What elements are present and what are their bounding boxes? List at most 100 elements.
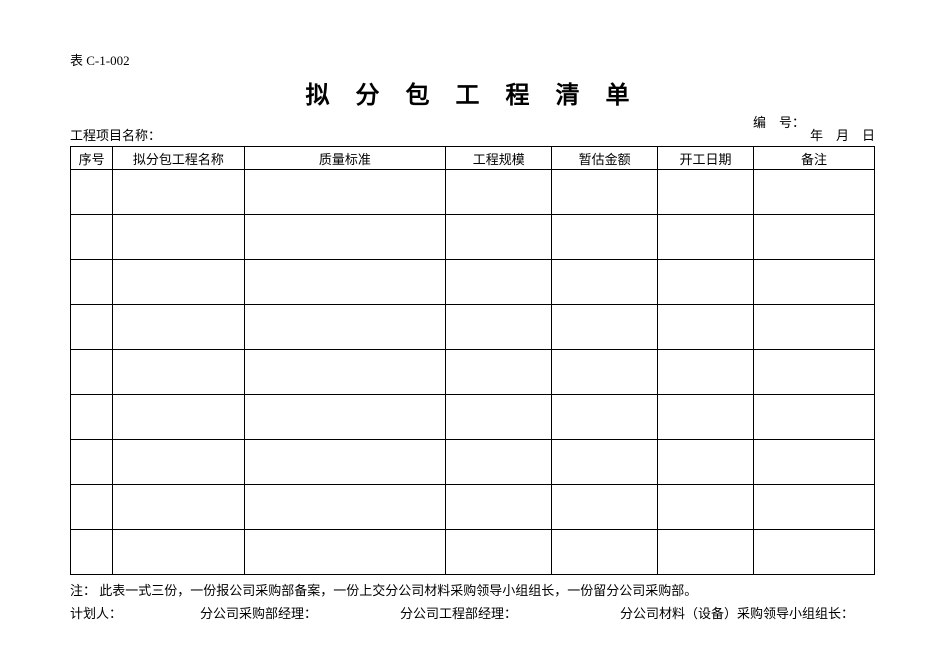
table-cell <box>71 485 113 530</box>
table-cell <box>552 530 658 575</box>
form-page: 表 C-1-002 拟 分 包 工 程 清 单 工程项目名称： 编 号： 年 月… <box>0 0 945 669</box>
serial-suffix: 号： <box>779 115 805 130</box>
table-cell <box>71 170 113 215</box>
table-cell <box>244 530 446 575</box>
table-row <box>71 395 875 440</box>
column-header: 序号 <box>71 147 113 170</box>
table-cell <box>552 215 658 260</box>
table-cell <box>113 395 244 440</box>
table-cell <box>446 350 552 395</box>
table-cell <box>658 440 754 485</box>
table-row <box>71 440 875 485</box>
table-cell <box>658 170 754 215</box>
table-cell <box>113 530 244 575</box>
table-cell <box>753 485 874 530</box>
table-cell <box>446 215 552 260</box>
table-cell <box>113 305 244 350</box>
date-labels: 年 月 日 <box>810 125 875 144</box>
table-row <box>71 170 875 215</box>
table-cell <box>113 260 244 305</box>
table-cell <box>244 350 446 395</box>
table-cell <box>244 170 446 215</box>
table-row <box>71 260 875 305</box>
table-cell <box>71 395 113 440</box>
table-cell <box>753 215 874 260</box>
table-cell <box>552 305 658 350</box>
table-cell <box>113 485 244 530</box>
project-name-label: 工程项目名称： <box>70 125 161 144</box>
footnote: 注： 此表一式三份，一份报公司采购部备案，一份上交分公司材料采购领导小组组长，一… <box>70 581 875 601</box>
table-cell <box>753 395 874 440</box>
table-row <box>71 350 875 395</box>
table-cell <box>753 350 874 395</box>
table-cell <box>446 440 552 485</box>
header-meta-row: 工程项目名称： 编 号： 年 月 日 <box>70 112 875 146</box>
table-cell <box>71 530 113 575</box>
table-cell <box>753 170 874 215</box>
date-year: 年 <box>810 128 823 143</box>
table-cell <box>658 305 754 350</box>
signer-label: 分公司材料（设备）采购领导小组组长： <box>620 603 875 622</box>
table-cell <box>113 170 244 215</box>
column-header: 开工日期 <box>658 147 754 170</box>
table-cell <box>658 350 754 395</box>
signers-row: 计划人：分公司采购部经理：分公司工程部经理：分公司材料（设备）采购领导小组组长： <box>70 603 875 622</box>
table-cell <box>244 260 446 305</box>
signer-label: 分公司工程部经理： <box>400 603 620 622</box>
table-cell <box>753 530 874 575</box>
subcontract-table: 序号拟分包工程名称质量标准工程规模暂估金额开工日期备注 <box>70 146 875 575</box>
date-day: 日 <box>862 128 875 143</box>
column-header: 质量标准 <box>244 147 446 170</box>
table-cell <box>113 215 244 260</box>
table-cell <box>446 305 552 350</box>
table-cell <box>71 440 113 485</box>
column-header: 拟分包工程名称 <box>113 147 244 170</box>
table-header-row: 序号拟分包工程名称质量标准工程规模暂估金额开工日期备注 <box>71 147 875 170</box>
table-cell <box>552 260 658 305</box>
serial-prefix: 编 <box>753 115 766 130</box>
table-cell <box>658 260 754 305</box>
table-cell <box>658 395 754 440</box>
table-row <box>71 530 875 575</box>
table-cell <box>658 530 754 575</box>
table-cell <box>244 215 446 260</box>
table-body <box>71 170 875 575</box>
table-row <box>71 485 875 530</box>
table-cell <box>552 440 658 485</box>
table-row <box>71 215 875 260</box>
form-code: 表 C-1-002 <box>70 50 875 69</box>
table-cell <box>71 350 113 395</box>
date-month: 月 <box>836 128 849 143</box>
table-cell <box>552 350 658 395</box>
table-head: 序号拟分包工程名称质量标准工程规模暂估金额开工日期备注 <box>71 147 875 170</box>
table-cell <box>244 305 446 350</box>
column-header: 暂估金额 <box>552 147 658 170</box>
column-header: 工程规模 <box>446 147 552 170</box>
table-cell <box>71 215 113 260</box>
table-cell <box>552 485 658 530</box>
table-cell <box>658 485 754 530</box>
table-row <box>71 305 875 350</box>
table-cell <box>446 485 552 530</box>
table-cell <box>446 260 552 305</box>
table-cell <box>658 215 754 260</box>
table-cell <box>244 395 446 440</box>
signer-label: 分公司采购部经理： <box>200 603 400 622</box>
table-cell <box>753 440 874 485</box>
table-cell <box>244 440 446 485</box>
table-cell <box>753 260 874 305</box>
form-title: 拟 分 包 工 程 清 单 <box>70 75 875 110</box>
table-cell <box>71 260 113 305</box>
table-cell <box>244 485 446 530</box>
table-cell <box>113 440 244 485</box>
table-cell <box>446 530 552 575</box>
table-cell <box>753 305 874 350</box>
column-header: 备注 <box>753 147 874 170</box>
table-cell <box>71 305 113 350</box>
table-cell <box>446 170 552 215</box>
serial-number-label: 编 号： <box>753 112 805 131</box>
table-cell <box>446 395 552 440</box>
table-cell <box>552 395 658 440</box>
table-cell <box>113 350 244 395</box>
table-cell <box>552 170 658 215</box>
